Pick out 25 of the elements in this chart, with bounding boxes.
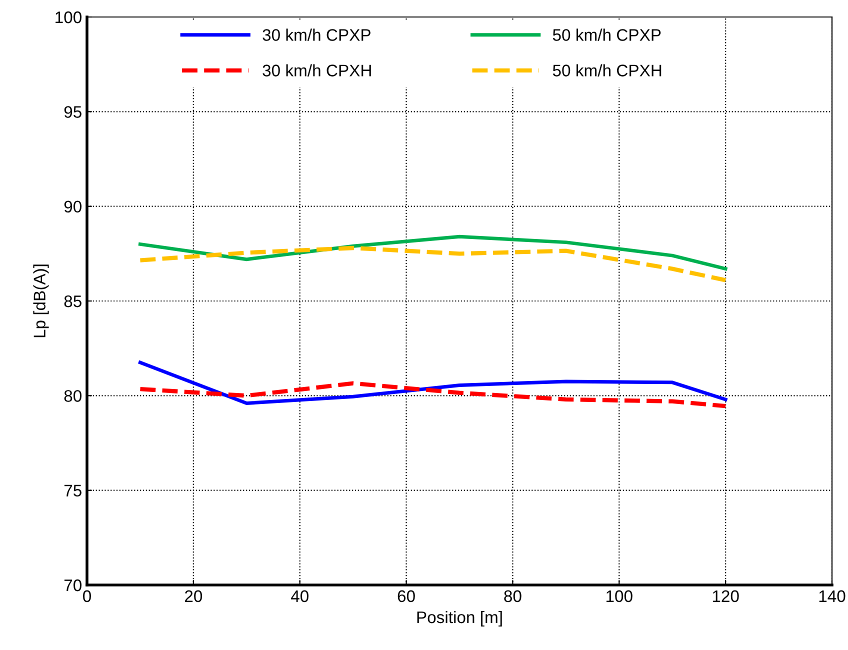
x-tick-label: 60 bbox=[398, 590, 415, 602]
y-tick-label: 80 bbox=[64, 390, 82, 402]
x-tick-label: 100 bbox=[606, 590, 632, 602]
y-tick-label: 95 bbox=[64, 106, 82, 118]
x-axis-title: Position [m] bbox=[417, 610, 502, 626]
y-tick-label: 75 bbox=[64, 484, 82, 497]
x-tick-label: 20 bbox=[185, 590, 202, 602]
x-tick-label: 0 bbox=[83, 590, 91, 602]
x-tick-label: 80 bbox=[504, 590, 522, 602]
y-tick-label: 85 bbox=[64, 295, 82, 308]
line-series bbox=[138, 234, 728, 271]
x-tick-label: 120 bbox=[712, 590, 739, 602]
legend-label: 30 km/h CPXP bbox=[262, 28, 370, 41]
line-series bbox=[138, 246, 728, 282]
legend-label: 50 km/h CPXH bbox=[552, 64, 662, 76]
y-tick-label: 90 bbox=[64, 200, 82, 213]
legend-label: 30 km/h CPXH bbox=[262, 64, 371, 76]
legend-label: 50 km/h CPXP bbox=[552, 28, 661, 41]
x-tick-label: 40 bbox=[290, 590, 308, 602]
x-tick-label: 140 bbox=[819, 590, 846, 602]
y-tick-label: 100 bbox=[56, 11, 82, 24]
y-tick-label: 70 bbox=[64, 579, 82, 592]
y-axis-title: Lp [dB(A)] bbox=[33, 264, 49, 338]
line-series bbox=[138, 381, 728, 408]
line-series bbox=[138, 360, 728, 405]
